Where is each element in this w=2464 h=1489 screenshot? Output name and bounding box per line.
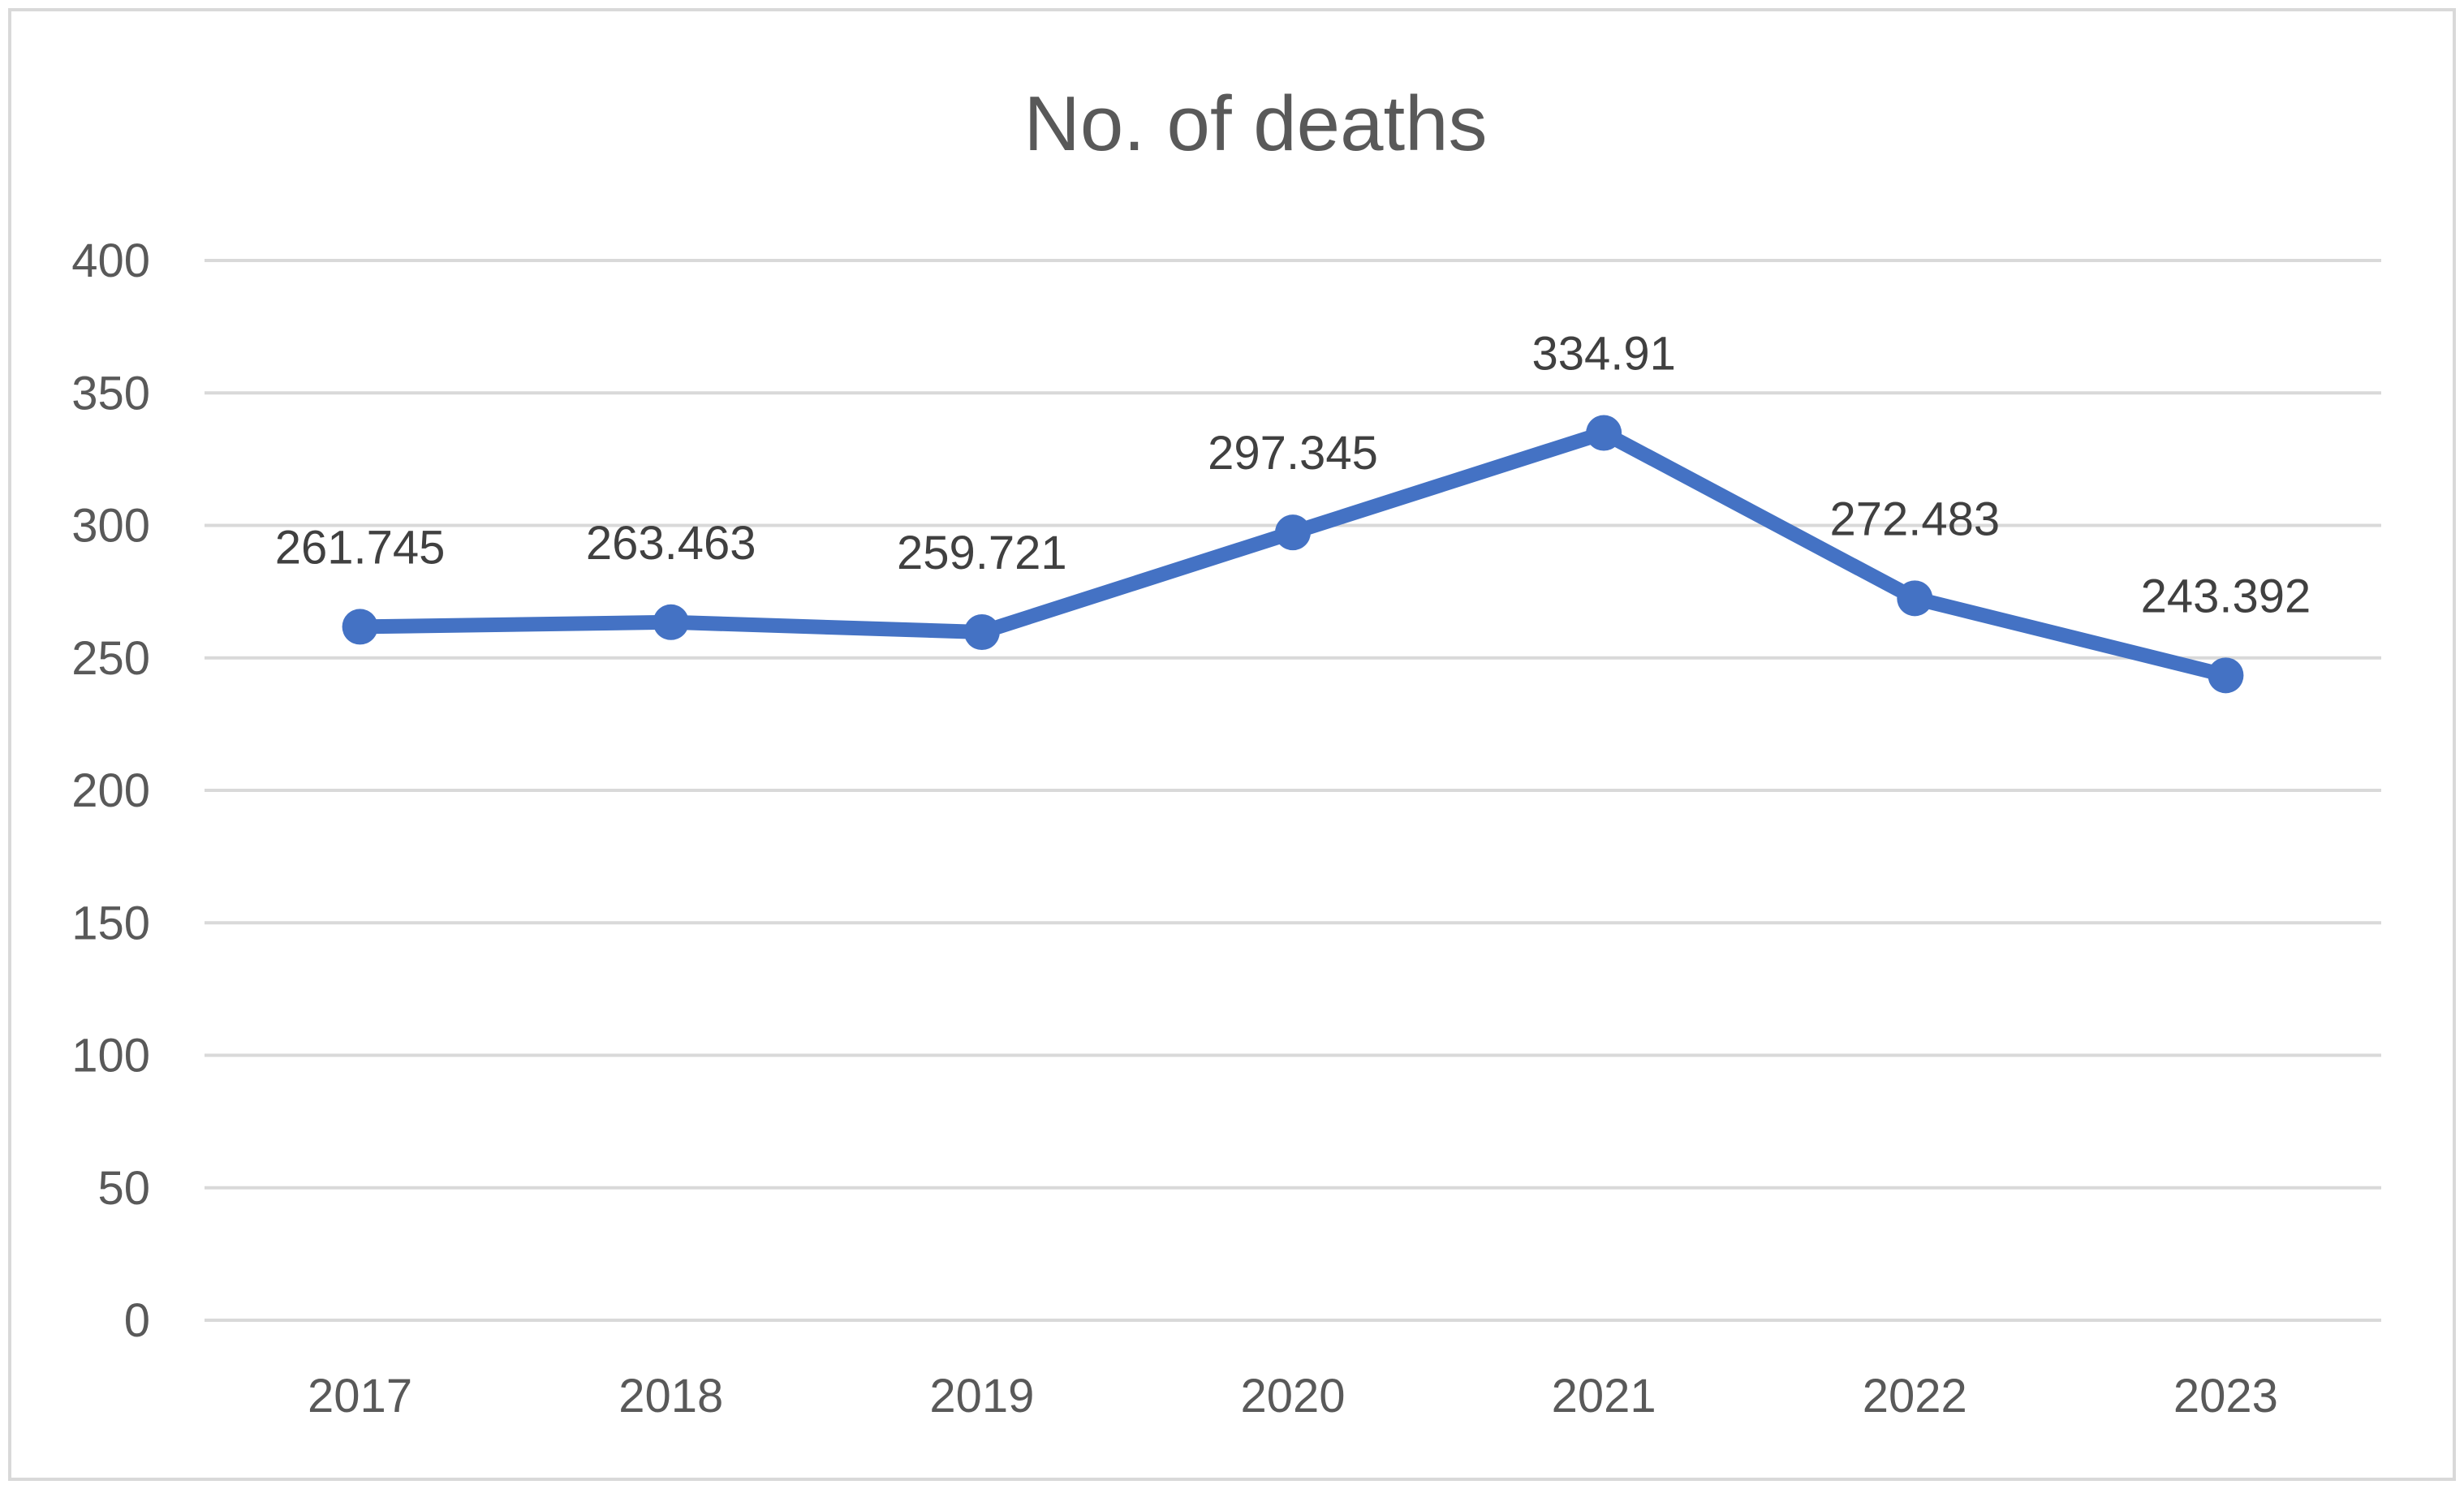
data-point (653, 604, 689, 640)
data-label: 259.721 (897, 527, 1067, 579)
x-tick-label: 2019 (929, 1370, 1034, 1422)
x-tick-label: 2017 (308, 1370, 412, 1422)
data-labels: 261.745 263.463 259.721 297.345 334.91 272.48… (275, 328, 2311, 623)
data-point (963, 614, 1000, 651)
data-point (1275, 514, 1311, 551)
y-tick-label: 300 (71, 500, 150, 553)
y-tick-label: 50 (97, 1162, 150, 1215)
data-point (1897, 580, 1933, 617)
series (342, 415, 2244, 694)
y-axis-tick-labels: 0 50 100 150 200 250 300 350 400 (71, 235, 150, 1347)
chart-title: No. of deaths (1023, 80, 1487, 167)
data-label: 297.345 (1208, 427, 1378, 480)
y-tick-label: 150 (71, 897, 150, 949)
data-label: 334.91 (1531, 328, 1675, 381)
y-tick-label: 350 (71, 367, 150, 420)
x-axis-tick-labels: 2017 2018 2019 2020 2021 2022 2023 (308, 1370, 2278, 1422)
y-tick-label: 0 (124, 1294, 150, 1347)
data-label: 261.745 (275, 521, 446, 574)
data-label: 263.463 (586, 517, 756, 570)
data-point (1586, 415, 1622, 451)
chart-border (8, 8, 2456, 1481)
gridlines (205, 259, 2381, 1322)
data-point (342, 609, 378, 645)
data-point (2208, 657, 2244, 694)
x-tick-label: 2022 (1863, 1370, 1967, 1422)
data-label: 272.483 (1829, 493, 2000, 545)
y-tick-label: 250 (71, 632, 150, 685)
x-tick-label: 2021 (1552, 1370, 1656, 1422)
x-tick-label: 2020 (1240, 1370, 1345, 1422)
x-tick-label: 2023 (2173, 1370, 2278, 1422)
y-tick-label: 200 (71, 764, 150, 817)
x-tick-label: 2018 (618, 1370, 723, 1422)
y-tick-label: 400 (71, 235, 150, 287)
y-tick-label: 100 (71, 1030, 150, 1082)
data-label: 243.392 (2141, 570, 2311, 622)
